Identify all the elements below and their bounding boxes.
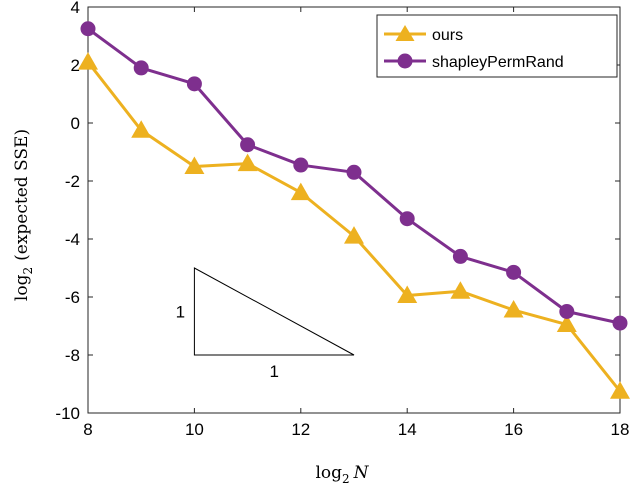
data-point-ours [237, 153, 258, 172]
legend-box [376, 14, 618, 78]
data-point-ours [184, 156, 205, 174]
data-point-shapleypermrand [559, 304, 575, 319]
data-point-shapleypermrand [186, 76, 202, 92]
data-point-ours [131, 120, 152, 138]
data-point-ours [397, 285, 418, 304]
data-point-shapleypermrand [346, 164, 362, 180]
data-point-ours [78, 52, 98, 70]
y-tick-label: -6 [65, 288, 80, 307]
plot-frame [87, 6, 621, 414]
data-point-shapleypermrand [612, 315, 628, 331]
slope-horizontal-label: 1 [269, 362, 278, 381]
data-point-shapleypermrand [506, 264, 522, 280]
y-axis-ticks: -10 -8 -6 -4 -2 0 2 4 [55, 0, 620, 423]
x-axis-ticks: 8 10 12 14 16 18 [83, 7, 629, 439]
data-point-ours [450, 281, 471, 299]
data-point-ours [503, 300, 524, 318]
slope-triangle-shape [193, 267, 355, 356]
legend: ours shapleyPermRand [376, 14, 618, 78]
data-point-ours [610, 381, 630, 399]
x-tick-label: 10 [185, 420, 204, 439]
data-point-shapleypermrand [240, 137, 256, 153]
y-tick-label: -10 [55, 404, 80, 423]
y-tick-label: -8 [65, 346, 80, 365]
slope-triangle: 1 1 [176, 267, 355, 381]
data-point-ours [344, 226, 364, 244]
x-tick-label: 16 [504, 420, 523, 439]
y-tick-label: 4 [71, 0, 80, 17]
plot-area [87, 6, 621, 414]
data-point-ours [556, 314, 577, 333]
legend-entry-shapleypermrand: shapleyPermRand [384, 53, 564, 71]
y-tick-label: -2 [65, 172, 80, 191]
data-point-shapleypermrand [133, 60, 149, 76]
slope-vertical-label: 1 [176, 303, 185, 322]
x-tick-label: 18 [611, 420, 630, 439]
legend-label-shapleypermrand: shapleyPermRand [432, 54, 564, 71]
y-tick-label: 2 [71, 56, 80, 75]
legend-marker-ours [395, 25, 415, 41]
x-tick-label: 14 [398, 420, 417, 439]
data-point-shapleypermrand [80, 21, 96, 37]
series-shapleypermrand [80, 21, 628, 331]
series-ours [78, 52, 630, 399]
series-layer [78, 21, 630, 399]
legend-entry-ours: ours [384, 25, 463, 44]
x-tick-label: 8 [83, 420, 92, 439]
data-point-shapleypermrand [399, 211, 415, 227]
legend-label-ours: ours [432, 27, 463, 44]
y-axis-label: log2(expected SSE) [12, 129, 35, 301]
legend-marker-shapleypermrand [397, 53, 413, 69]
x-tick-label: 12 [291, 420, 310, 439]
x-axis-label: log2 N [315, 463, 369, 486]
y-tick-label: 0 [71, 114, 80, 133]
data-point-shapleypermrand [452, 248, 468, 264]
y-tick-label: -4 [65, 230, 80, 249]
data-point-ours [290, 182, 311, 201]
data-point-shapleypermrand [293, 157, 309, 173]
